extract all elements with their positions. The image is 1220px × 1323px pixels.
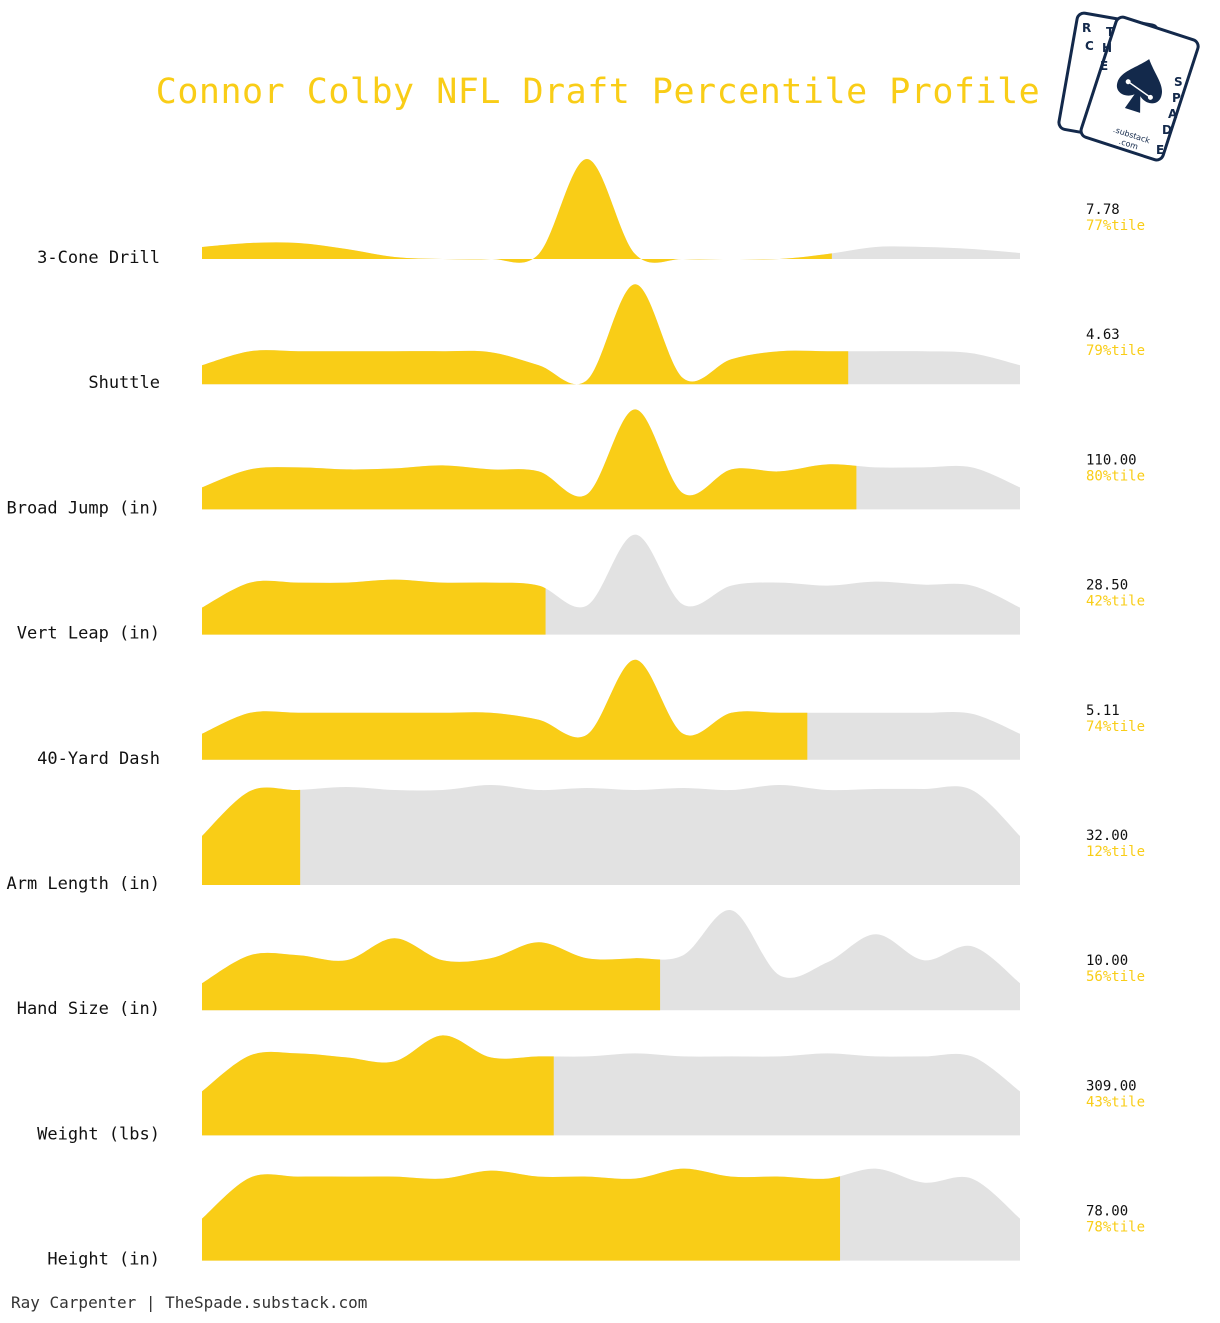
measurement-value: 7.78 (1086, 202, 1120, 218)
measurement-value: 110.00 (1086, 452, 1137, 468)
row-label: 40-Yard Dash (37, 749, 160, 769)
percentile-fill (202, 787, 301, 885)
percentile-fill (202, 938, 661, 1011)
measurement-value: 28.50 (1086, 578, 1128, 594)
percentile-label: 56%tile (1086, 969, 1145, 985)
row-label: Arm Length (in) (6, 874, 160, 894)
percentile-label: 43%tile (1086, 1094, 1145, 1110)
measurement-value: 10.00 (1086, 953, 1128, 969)
logo-front-letters: T H ES P A D E (1100, 25, 1183, 157)
measurement-value: 309.00 (1086, 1078, 1137, 1094)
percentile-label: 74%tile (1086, 719, 1145, 735)
percentile-fill (202, 1035, 554, 1136)
percentile-fill (202, 284, 849, 385)
percentile-label: 42%tile (1086, 594, 1145, 610)
percentile-label: 12%tile (1086, 844, 1145, 860)
percentile-fill (202, 1168, 841, 1261)
row-label: Shuttle (88, 373, 160, 393)
percentile-fill (202, 579, 546, 635)
footer-credit: Ray Carpenter | TheSpade.substack.com (11, 1293, 368, 1312)
chart-title: Connor Colby NFL Draft Percentile Profil… (155, 72, 1041, 112)
measurement-value: 78.00 (1086, 1204, 1128, 1220)
distribution-area (202, 785, 1020, 885)
percentile-label: 79%tile (1086, 343, 1145, 359)
row-label: Weight (lbs) (37, 1124, 160, 1144)
percentile-fill (202, 409, 857, 510)
measurement-value: 32.00 (1086, 828, 1128, 844)
row-label: Vert Leap (in) (17, 624, 160, 644)
measurement-value: 4.63 (1086, 327, 1120, 343)
percentile-label: 77%tile (1086, 218, 1145, 234)
row-label: Hand Size (in) (17, 999, 160, 1019)
percentile-fill (202, 159, 832, 263)
row-label: 3-Cone Drill (37, 248, 160, 268)
percentile-fill (202, 659, 808, 760)
measurement-value: 5.11 (1086, 703, 1120, 719)
row-label: Height (in) (47, 1250, 160, 1270)
percentile-label: 80%tile (1086, 468, 1145, 484)
row-label: Broad Jump (in) (6, 498, 160, 518)
percentile-label: 78%tile (1086, 1220, 1145, 1236)
